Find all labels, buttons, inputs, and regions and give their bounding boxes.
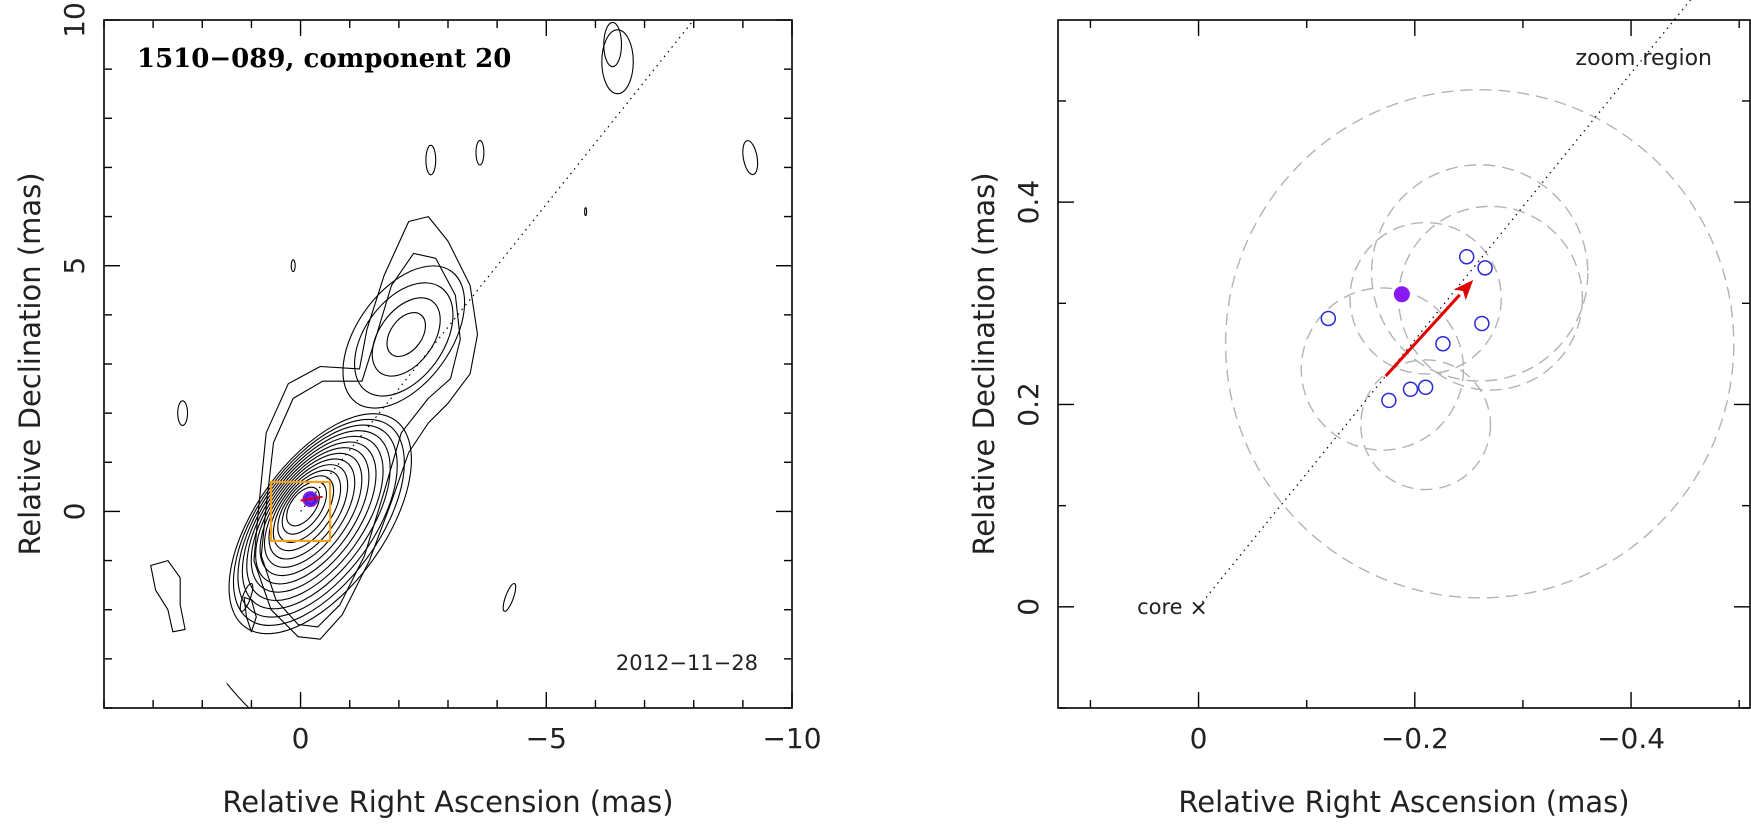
- core-contour: [263, 458, 356, 568]
- left-panel: 0 −5 −10 0 5 10 1510−089, component 20 2012−1…: [13, 2, 822, 819]
- mean-position-point: [1393, 286, 1410, 303]
- right-plot-frame: [1057, 19, 1751, 709]
- left-overlays: [269, 19, 695, 543]
- right-ytick-label: 0: [1012, 598, 1045, 616]
- right-y-axis-label: Relative Declination (mas): [967, 172, 1001, 555]
- right-xtick-label: 0: [1190, 722, 1208, 755]
- core-contour: [241, 430, 391, 610]
- right-ticks: 0 −0.2 −0.4 0 0.2 0.4: [1012, 20, 1750, 755]
- noise-contour: [425, 144, 437, 176]
- core-contour: [272, 469, 342, 552]
- right-xtick-label: −0.4: [1597, 722, 1665, 755]
- noise-contour: [475, 139, 485, 166]
- noise-contour: [601, 29, 634, 95]
- uncertainty-circle: [1370, 164, 1589, 382]
- jet-envelope-contour: [253, 216, 479, 640]
- fitted-position-point: [1417, 379, 1434, 396]
- fitted-position-point: [1402, 381, 1419, 398]
- uncertainty-circle: [1349, 221, 1503, 375]
- noise-contour: [150, 560, 186, 633]
- fitted-position-point: [1435, 336, 1451, 352]
- fitted-position-point: [1477, 260, 1493, 276]
- jet-knot-contour: [386, 312, 427, 357]
- contour-map: [150, 21, 759, 709]
- core-contour: [255, 447, 370, 585]
- uncertainty-circle: [1300, 287, 1465, 451]
- noise-contour: [243, 596, 257, 633]
- jet-axis-line: [1198, 0, 1691, 608]
- observation-date: 2012−11−28: [616, 651, 758, 675]
- jet-knot-contour: [342, 265, 466, 409]
- left-plot-frame: [103, 19, 793, 709]
- jet-envelope-contour: [260, 252, 461, 628]
- core-label: core: [1137, 595, 1183, 619]
- uncertainty-circle: [1360, 359, 1492, 491]
- core-contour: [277, 475, 335, 543]
- right-overlays: [1198, 0, 1691, 608]
- core-contour: [281, 481, 328, 535]
- left-xtick-label: −5: [526, 722, 567, 755]
- noise-contour: [584, 207, 588, 217]
- right-panel: 0 −0.2 −0.4 0 0.2 0.4 zoom region core × Rela…: [967, 0, 1751, 819]
- core-marker: ×: [1189, 596, 1207, 621]
- left-ytick-label: 5: [58, 257, 91, 275]
- left-xtick-label: 0: [292, 722, 310, 755]
- right-x-axis-label: Relative Right Ascension (mas): [1178, 785, 1629, 819]
- fitted-position-point: [1381, 392, 1397, 409]
- fitted-position-point: [1458, 249, 1475, 265]
- jet-knot-contour: [371, 297, 441, 377]
- zoom-box: [269, 480, 332, 543]
- fitted-position-point: [1320, 310, 1337, 327]
- motion-vector-small: [300, 495, 323, 502]
- core-contour: [250, 441, 377, 593]
- noise-contour: [603, 21, 623, 68]
- fitted-position-point: [1474, 315, 1490, 332]
- left-xtick-label: −10: [762, 722, 821, 755]
- right-xtick-label: −0.2: [1381, 722, 1449, 755]
- core-contour: [286, 486, 320, 527]
- uncertainty-circles: [1224, 88, 1735, 599]
- noise-contour: [177, 400, 189, 426]
- uncertainty-circle: [1224, 88, 1735, 599]
- right-ytick-label: 0.4: [1012, 180, 1045, 225]
- right-ytick-label: 0.2: [1012, 382, 1045, 427]
- noise-contour: [290, 259, 296, 273]
- noise-contour: [226, 683, 250, 709]
- uncertainty-circle: [1397, 205, 1584, 391]
- jet-axis-line: [300, 19, 695, 512]
- noise-contour: [239, 582, 254, 612]
- motion-vector-head: [1453, 280, 1474, 301]
- zoom-region-label: zoom region: [1576, 46, 1712, 71]
- motion-vector-shaft: [1384, 293, 1461, 378]
- core-contour: [259, 452, 363, 577]
- left-ytick-label: 10: [58, 2, 91, 38]
- core-contour: [246, 435, 384, 602]
- left-chart-title: 1510−089, component 20: [137, 44, 511, 74]
- jet-knot-contour: [354, 282, 454, 397]
- left-y-axis-label: Relative Declination (mas): [13, 172, 47, 555]
- left-ytick-label: 0: [58, 503, 91, 521]
- left-x-axis-label: Relative Right Ascension (mas): [222, 785, 673, 819]
- core-contour: [237, 424, 398, 618]
- noise-contour: [742, 140, 759, 176]
- left-ticks: 0 −5 −10 0 5 10: [58, 2, 822, 755]
- noise-contour: [502, 582, 517, 612]
